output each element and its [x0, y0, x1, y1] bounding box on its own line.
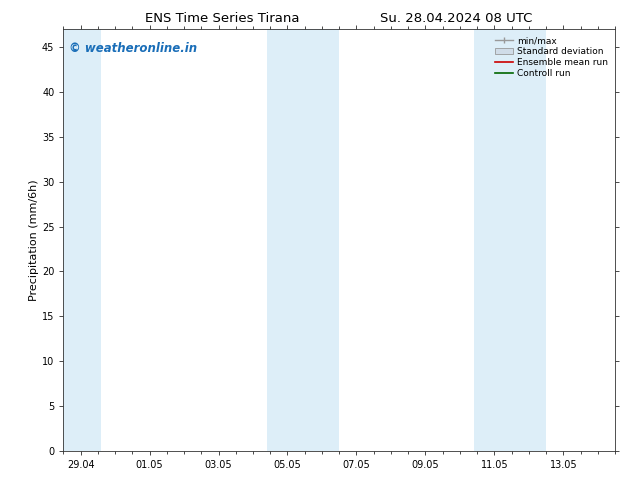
Y-axis label: Precipitation (mm/6h): Precipitation (mm/6h): [29, 179, 39, 301]
Bar: [308, 29, 339, 451]
Text: © weatheronline.in: © weatheronline.in: [69, 42, 197, 55]
Text: Su. 28.04.2024 08 UTC: Su. 28.04.2024 08 UTC: [380, 12, 533, 25]
Bar: [474, 29, 512, 451]
Bar: [267, 29, 308, 451]
Bar: [63, 29, 101, 451]
Legend: min/max, Standard deviation, Ensemble mean run, Controll run: min/max, Standard deviation, Ensemble me…: [493, 34, 611, 81]
Text: ENS Time Series Tirana: ENS Time Series Tirana: [145, 12, 299, 25]
Bar: [512, 29, 546, 451]
